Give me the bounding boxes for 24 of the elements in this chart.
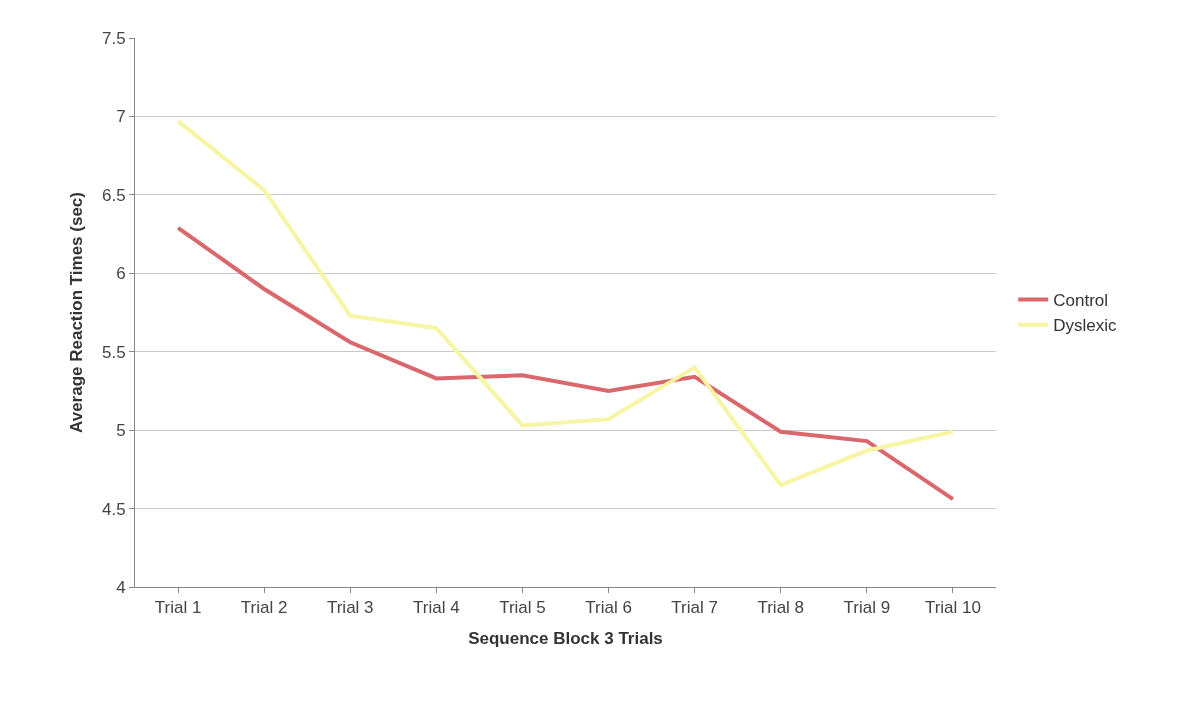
- line-series: [176, 225, 955, 502]
- y-tick-label: 4: [116, 577, 126, 597]
- y-tick-label: 7.5: [101, 28, 126, 48]
- x-tick-label: Trial 8: [757, 598, 805, 618]
- y-tick-label: 6: [116, 264, 126, 284]
- line-series: [176, 119, 955, 488]
- y-tick-label: 7: [116, 107, 126, 127]
- x-tick-label: Trial 3: [326, 598, 374, 618]
- legend-label: Dyslexic: [1053, 316, 1118, 336]
- x-tick-label: Trial 6: [585, 598, 632, 618]
- x-tick-label: Trial 2: [240, 598, 288, 618]
- x-axis-title: Sequence Block 3 Trials: [468, 628, 663, 648]
- x-tick-label: Trial 5: [499, 598, 546, 618]
- y-tick-label: 6.5: [101, 185, 126, 205]
- x-tick-label: Trial 9: [843, 598, 891, 618]
- y-tick-label: 5.5: [101, 342, 126, 362]
- y-axis-title: Average Reaction Times (sec): [66, 192, 86, 433]
- y-tick-label: 4.5: [101, 499, 126, 519]
- y-tick-label: 5: [116, 421, 126, 441]
- x-tick-label: Trial 7: [671, 598, 718, 618]
- legend-label: Control: [1053, 291, 1109, 311]
- x-tick-label: Trial 4: [413, 598, 460, 618]
- x-tick-label: Trial 10: [924, 598, 981, 618]
- x-tick-label: Trial 1: [154, 598, 202, 618]
